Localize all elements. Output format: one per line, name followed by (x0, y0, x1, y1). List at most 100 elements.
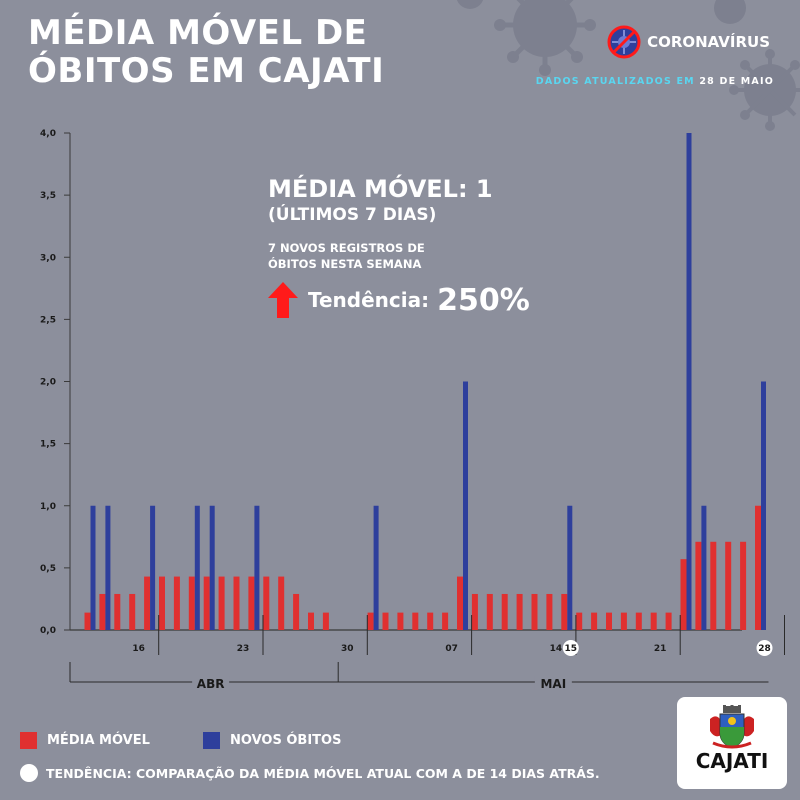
legend-label-moving-avg: MÉDIA MÓVEL (47, 733, 150, 748)
x-tick-label: 30 (341, 644, 354, 654)
month-label: ABR (197, 677, 225, 691)
moving-avg-bar (203, 576, 210, 630)
moving-avg-bar (367, 612, 374, 630)
update-prefix: DADOS ATUALIZADOS EM (535, 76, 695, 87)
moving-avg-bar (591, 612, 598, 630)
x-tick-label: 23 (237, 644, 250, 654)
month-label-bg (534, 676, 572, 690)
moving-avg-bar (218, 576, 225, 630)
summary-title: MÉDIA MÓVEL: 1 (268, 175, 493, 203)
x-tick-label: 14 (550, 644, 563, 654)
footnote-dot-icon (20, 764, 38, 782)
moving-avg-bar (173, 576, 180, 630)
moving-avg-bar (516, 593, 523, 630)
footnote-text: TENDÊNCIA: COMPARAÇÃO DA MÉDIA MÓVEL ATU… (46, 765, 600, 781)
legend-swatch-blue (203, 732, 220, 749)
moving-avg-bar (665, 612, 672, 630)
new-deaths-bar (105, 505, 111, 630)
new-deaths-bar (686, 133, 692, 630)
brand-label: CORONAVÍRUS (647, 33, 770, 51)
moving-avg-bar (501, 593, 508, 630)
new-deaths-bar (373, 505, 379, 630)
moving-avg-bar (233, 576, 240, 630)
summary-note: 7 NOVOS REGISTROS DE ÓBITOS NESTA SEMANA (268, 241, 425, 271)
no-virus-icon (607, 25, 641, 59)
moving-avg-bar (442, 612, 449, 630)
moving-avg-bar (427, 612, 434, 630)
legend-new-deaths: NOVOS ÓBITOS (203, 732, 341, 749)
moving-avg-bar (263, 576, 270, 630)
moving-avg-bar (650, 612, 657, 630)
date-highlight-dot (756, 640, 773, 656)
moving-avg-bar (710, 541, 717, 630)
moving-avg-bar (620, 612, 627, 630)
moving-avg-bar (159, 576, 165, 630)
y-tick-label: 4,0 (40, 129, 56, 139)
moving-avg-bar (576, 612, 583, 630)
moving-avg-bar (725, 541, 732, 630)
moving-avg-bar (308, 612, 314, 630)
y-tick-label: 2,5 (40, 315, 56, 325)
y-tick-label: 3,5 (40, 191, 56, 201)
logo: CAJATI (677, 697, 787, 789)
moving-avg-bar (457, 576, 463, 630)
moving-avg-bar (606, 612, 612, 630)
trend-label: Tendência: (308, 288, 430, 312)
y-tick-label: 1,0 (40, 502, 56, 512)
moving-avg-bar (546, 593, 553, 630)
new-deaths-bar (150, 505, 156, 630)
summary-panel: MÉDIA MÓVEL: 1 (ÚLTIMOS 7 DIAS) 7 NOVOS … (268, 174, 530, 318)
moving-avg-bar (144, 576, 151, 630)
month-label-bg (192, 676, 230, 690)
trend: Tendência: 250% (268, 282, 530, 318)
moving-avg-bar (293, 593, 300, 630)
moving-avg-bar (695, 541, 702, 630)
x-tick-label: 21 (654, 644, 667, 654)
new-deaths-bar (567, 505, 573, 630)
new-deaths-bar (194, 505, 200, 630)
y-tick-label: 3,0 (40, 253, 56, 263)
moving-avg-bar (635, 612, 642, 630)
update-info: DADOS ATUALIZADOS EM 28 DE MAIO (536, 76, 774, 87)
new-deaths-bar (463, 381, 468, 630)
x-tick-label: 16 (132, 644, 145, 654)
moving-avg-bar (740, 541, 747, 630)
page-title: MÉDIA MÓVEL DE ÓBITOS EM CAJATI (28, 14, 384, 90)
moving-avg-bar (412, 612, 419, 630)
moving-avg-bar (322, 612, 329, 630)
chart: 0,0 0,5 1,0 1,5 2,0 2,5 3,0 3,5 4,0 16 23 30 07 14 15 2… (40, 129, 785, 691)
date-highlight-dot (562, 640, 579, 656)
footnote: TENDÊNCIA: COMPARAÇÃO DA MÉDIA MÓVEL ATU… (20, 764, 600, 782)
y-tick-label: 0,0 (40, 626, 56, 636)
moving-avg-bar (680, 559, 687, 630)
y-tick-label: 2,0 (40, 378, 56, 388)
update-date: 28 DE MAIO (699, 76, 774, 87)
moving-avg-bar (755, 505, 761, 630)
brand: CORONAVÍRUS (607, 24, 770, 60)
logo-text: CAJATI (695, 749, 769, 773)
trend-value: 250% (437, 282, 530, 318)
x-tick-label: 28 (758, 644, 771, 654)
moving-avg-bar (486, 593, 493, 630)
moving-avg-bar (84, 612, 91, 630)
new-deaths-bar (761, 381, 766, 630)
moving-avg-bar (114, 593, 121, 630)
x-tick-label: 07 (445, 644, 458, 654)
moving-avg-bar (278, 576, 285, 630)
title-line-2: ÓBITOS EM CAJATI (28, 51, 385, 91)
virus-decoration-icon (456, 0, 800, 131)
moving-avg-bar (382, 612, 389, 630)
x-tick-label: 15 (565, 644, 578, 654)
legend-moving-avg: MÉDIA MÓVEL (20, 732, 150, 749)
up-arrow-icon (268, 282, 298, 318)
month-label: MAI (540, 677, 566, 691)
y-tick-label: 0,5 (40, 564, 56, 574)
new-deaths-bar (209, 505, 215, 630)
title-line-1: MÉDIA MÓVEL DE (28, 13, 368, 53)
moving-avg-bar (99, 593, 106, 630)
moving-avg-bar (531, 593, 538, 630)
moving-avg-bar (129, 593, 136, 630)
legend-swatch-red (20, 732, 37, 749)
legend-label-new-deaths: NOVOS ÓBITOS (230, 733, 342, 748)
new-deaths-bar (90, 505, 96, 630)
